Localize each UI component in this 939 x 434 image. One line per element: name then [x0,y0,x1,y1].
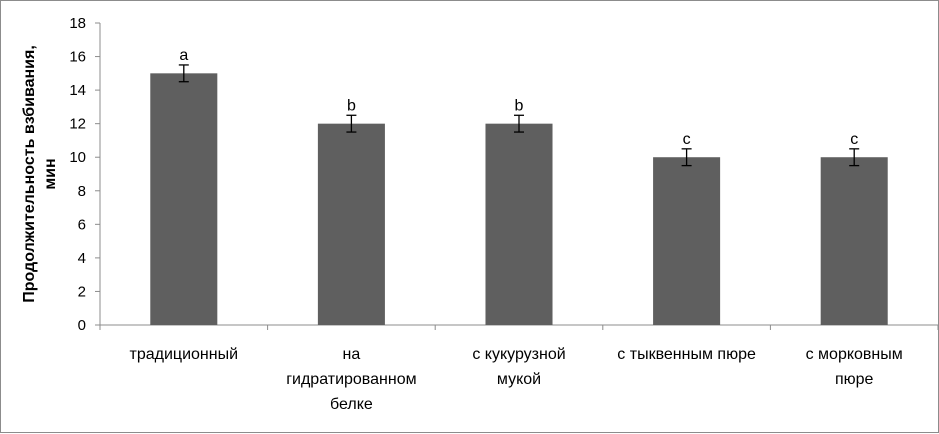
category-label: на гидратированном белке [286,346,416,413]
category-label-line: на [343,346,361,363]
category-label-line: с тыквенным пюре [617,346,756,363]
y-tick-label: 8 [78,183,86,200]
bar [653,157,721,325]
bar [317,123,385,326]
category-label-line: традиционный [130,346,239,363]
significance-label: c [683,131,691,148]
significance-label: b [347,97,356,114]
category-label-line: с кукурузной [472,346,565,363]
error-bars [178,64,860,167]
significance-labels: a b b c c [179,47,858,148]
category-label: с кукурузной мукой [472,346,565,388]
category-label-line: гидратированном [286,371,416,388]
y-axis-title-line: мин [42,158,59,189]
y-tick-label: 2 [78,283,86,300]
y-ticks: 0 2 4 6 8 10 12 14 16 18 [69,15,100,334]
y-axis-title-line: Продолжительность взбивания, [21,45,38,303]
significance-label: c [850,131,858,148]
bar [485,123,553,326]
bars [150,73,888,326]
y-tick-label: 18 [69,15,86,32]
category-label-line: мукой [497,371,541,388]
category-label-line: с морковным [806,346,903,363]
category-label: с тыквенным пюре [617,346,756,363]
significance-label: a [179,47,188,64]
category-label-line: пюре [835,371,874,388]
significance-label: b [515,97,524,114]
y-tick-label: 14 [69,82,86,99]
y-axis-title: Продолжительность взбивания, мин [21,45,59,303]
category-label: с морковным пюре [806,346,903,388]
y-tick-label: 4 [78,250,86,267]
category-label-line: белке [330,396,373,413]
bar [150,73,218,325]
category-labels: традиционный на гидратированном белке с куку… [130,346,903,413]
category-label: традиционный [130,346,239,363]
y-tick-label: 16 [69,49,86,66]
y-tick-label: 0 [78,317,86,334]
y-tick-label: 6 [78,216,86,233]
y-tick-label: 10 [69,149,86,166]
y-tick-label: 12 [69,116,86,133]
bar [820,157,888,325]
